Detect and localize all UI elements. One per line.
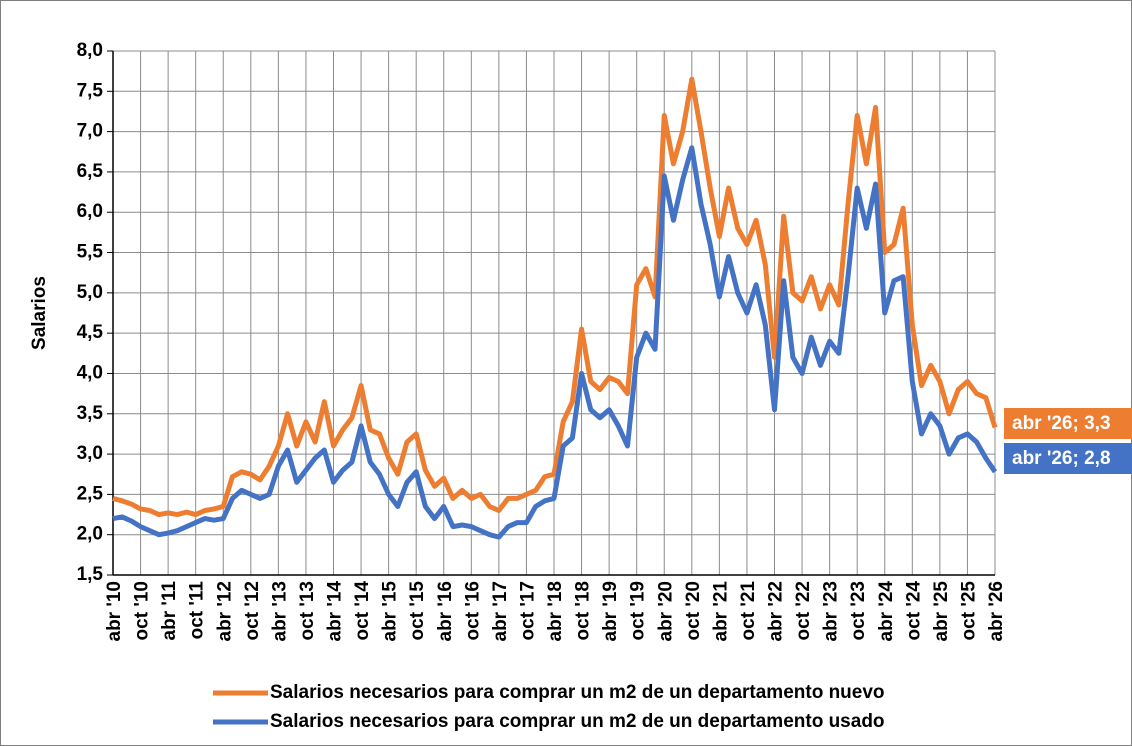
y-tick-label: 7,0: [77, 121, 103, 142]
y-tick-label: 1,5: [77, 564, 104, 585]
x-tick-label: abr '17: [490, 581, 511, 642]
data-label-box: [1004, 443, 1132, 474]
x-tick-label: oct '12: [242, 581, 263, 640]
x-tick-label: abr '22: [766, 581, 787, 642]
legend-label: Salarios necesarios para comprar un m2 d…: [270, 711, 885, 732]
x-tick-label: abr '13: [269, 581, 290, 642]
y-tick-label: 8,0: [77, 40, 103, 61]
data-label-box: [1004, 408, 1132, 439]
y-tick-label: 3,5: [77, 403, 104, 424]
y-tick-label: 5,5: [77, 242, 104, 263]
data-label: abr '26; 3,3: [1012, 413, 1111, 434]
x-tick-label: oct '15: [407, 581, 428, 641]
x-tick-label: abr '21: [710, 581, 731, 642]
x-tick-label: oct '25: [958, 581, 979, 641]
x-tick-label: abr '24: [876, 581, 897, 642]
x-tick-label: abr '12: [214, 581, 235, 642]
x-tick-label: abr '15: [380, 581, 401, 642]
y-axis-title: Salarios: [29, 276, 50, 350]
x-tick-label: oct '13: [297, 581, 318, 640]
y-tick-label: 2,5: [77, 483, 104, 504]
x-tick-label: oct '23: [848, 581, 869, 640]
x-tick-label: oct '17: [517, 581, 538, 640]
x-tick-label: oct '16: [462, 581, 483, 640]
series-line: [112, 76, 998, 518]
x-tick-label: oct '22: [793, 581, 814, 640]
y-tick-label: 7,5: [77, 80, 104, 101]
x-tick-label: oct '14: [352, 581, 373, 641]
x-tick-label: abr '10: [104, 581, 125, 642]
x-tick-label: oct '24: [903, 581, 924, 641]
y-tick-label: 2,0: [77, 524, 103, 545]
y-tick-label: 6,5: [77, 161, 104, 182]
x-tick-label: abr '26: [986, 581, 1007, 642]
x-tick-label: oct '21: [738, 581, 759, 641]
x-tick-label: abr '11: [159, 581, 180, 641]
x-tick-label: oct '18: [573, 581, 594, 640]
data-label: abr '26; 2,8: [1012, 448, 1111, 469]
y-tick-label: 6,0: [77, 201, 103, 222]
y-tick-label: 3,0: [77, 443, 103, 464]
x-tick-label: abr '16: [435, 581, 456, 642]
x-tick-label: oct '11: [187, 581, 208, 640]
x-tick-label: abr '25: [931, 581, 952, 642]
x-tick-label: oct '20: [683, 581, 704, 640]
x-tick-label: abr '23: [821, 581, 842, 642]
legend-label: Salarios necesarios para comprar un m2 d…: [270, 682, 885, 703]
y-tick-label: 4,5: [77, 322, 104, 343]
x-tick-label: abr '20: [655, 581, 676, 642]
x-tick-label: abr '19: [600, 581, 621, 642]
y-tick-label: 4,0: [77, 362, 103, 383]
x-tick-label: abr '18: [545, 581, 566, 642]
x-tick-label: abr '14: [325, 581, 346, 642]
x-tick-label: oct '10: [132, 581, 153, 640]
x-tick-label: oct '19: [628, 581, 649, 640]
series-line: [112, 145, 998, 540]
y-tick-label: 5,0: [77, 282, 103, 303]
